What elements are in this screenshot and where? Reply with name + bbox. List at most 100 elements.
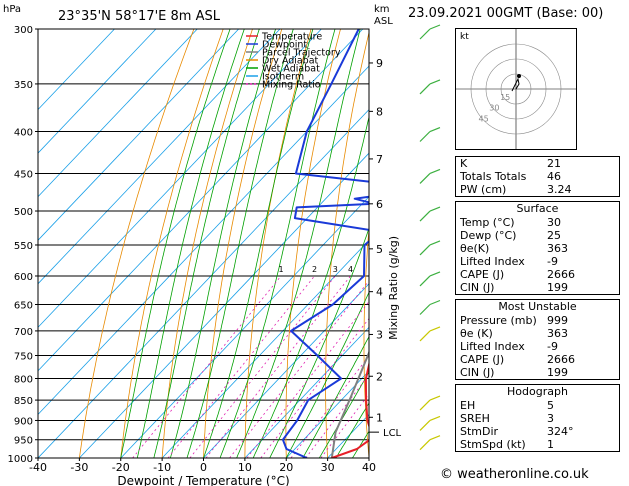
wind-barb [419, 83, 431, 95]
isotherm-line [38, 108, 369, 458]
wind-barb [419, 439, 431, 451]
surface-label: Temp (°C) [460, 216, 515, 229]
height-tick-label: 5 [376, 243, 383, 256]
mixing-ratio-line [189, 275, 336, 458]
k-index-label: K [460, 157, 468, 170]
hodograph-unit-label: kt [460, 32, 469, 42]
surface-value: 2666 [547, 268, 575, 281]
wet-adiabat-line [302, 335, 369, 458]
pw-label: PW (cm) [460, 183, 507, 196]
mixing-ratio-label: 20 [439, 265, 449, 274]
surface-label: Dewp (°C) [460, 229, 517, 242]
basic-indices-box: K 21 Totals Totals 46 PW (cm) 3.24 [455, 156, 620, 197]
mixing-ratio-label: 3 [333, 265, 338, 274]
isotherm-line [38, 29, 239, 241]
legend-label: Isotherm [262, 72, 304, 83]
height-tick-label: 2 [376, 370, 383, 383]
hodograph-index-label: EH [460, 399, 476, 412]
mixing-ratio-axis-label: Mixing Ratio (g/kg) [387, 236, 400, 340]
most-unstable-row: θe (K) 363 [456, 327, 619, 340]
isotherm-line [38, 29, 157, 154]
isotherm-line [203, 283, 369, 458]
pressure-tick-label: 400 [14, 128, 33, 139]
mixing-ratio-line [205, 275, 351, 458]
isotherm-line [38, 29, 281, 285]
most-unstable-value: 999 [547, 314, 568, 327]
wind-barb [419, 28, 431, 40]
surface-value: -9 [547, 255, 558, 268]
wet-adiabat-line [170, 29, 276, 458]
most-unstable-label: Pressure (mb) [460, 314, 537, 327]
most-unstable-label: Lifted Index [460, 340, 525, 353]
hodograph-index-row: StmSpd (kt) 1 [456, 438, 619, 451]
x-axis-label: Dewpoint / Temperature (°C) [117, 474, 289, 486]
surface-value: 363 [547, 242, 568, 255]
hodograph-index-value: 3 [547, 412, 554, 425]
surface-label: CAPE (J) [460, 268, 505, 281]
temperature-tick-label: 10 [238, 461, 252, 474]
hodograph-trace [511, 77, 520, 92]
hodograph-ring-label: 45 [479, 114, 489, 123]
most-unstable-value: 363 [547, 327, 568, 340]
surface-row: Dewp (°C) 25 [456, 229, 619, 242]
wet-adiabat-line [285, 291, 369, 458]
mixing-ratio-label: 1 [278, 265, 283, 274]
mixing-ratio-label: 16 [425, 265, 435, 274]
surface-row: Lifted Index -9 [456, 255, 619, 268]
pressure-tick-label: 800 [14, 374, 33, 385]
height-tick-label: 9 [376, 57, 383, 70]
wet-adiabat-line [203, 29, 314, 458]
dewpoint-line [281, 29, 369, 458]
temperature-tick-label: -30 [70, 461, 88, 474]
height-tick-label: 8 [376, 105, 383, 118]
indices-panel: K 21 Totals Totals 46 PW (cm) 3.24 Surfa… [455, 156, 620, 456]
wind-barb [419, 420, 431, 431]
surface-row: CIN (J) 199 [456, 281, 619, 294]
surface-title: Surface [516, 202, 559, 215]
pressure-tick-label: 650 [14, 301, 33, 312]
isotherm-line [38, 29, 198, 198]
wet-adiabat-line [120, 29, 231, 458]
hodograph-ring-label: 30 [489, 104, 499, 113]
hodograph-index-value: 1 [547, 438, 554, 451]
height-tick-label: 1 [376, 411, 383, 424]
most-unstable-label: CAPE (J) [460, 353, 505, 366]
mixing-ratio-line [320, 393, 369, 458]
pressure-tick-label: 950 [14, 436, 33, 447]
mixing-ratio-label: 2 [312, 265, 317, 274]
mixing-ratio-line [132, 275, 282, 458]
hodograph-index-label: StmDir [460, 425, 499, 438]
wind-barb-flag [429, 299, 441, 306]
wind-barb [419, 275, 431, 287]
surface-label: θe(K) [460, 242, 490, 255]
isotherm-line [38, 29, 115, 111]
hodograph-title: Hodograph [507, 385, 568, 398]
hodograph-ring [470, 43, 562, 135]
surface-value: 25 [547, 229, 561, 242]
isotherm-line [244, 326, 369, 458]
hodograph-storm-motion [517, 74, 521, 78]
totals-totals-value: 46 [547, 170, 561, 183]
wind-barb [419, 330, 431, 342]
pressure-tick-label: 600 [14, 272, 33, 283]
hodograph-ring-label: 15 [500, 93, 510, 102]
k-index-value: 21 [547, 157, 561, 170]
pressure-tick-label: 450 [14, 169, 33, 180]
temperature-tick-label: 40 [362, 461, 376, 474]
km-label: km [374, 4, 390, 15]
hodograph-index-value: 5 [547, 399, 554, 412]
temperature-tick-label: 0 [200, 461, 207, 474]
legend-label: Temperature [261, 32, 322, 43]
legend-label: Dry Adiabat [262, 56, 319, 67]
dry-adiabat-line [120, 29, 224, 458]
pressure-tick-label: 1000 [8, 454, 33, 465]
wind-barb-flag [429, 168, 441, 175]
isotherm-line [38, 65, 369, 416]
height-tick-label: 4 [376, 286, 383, 299]
dry-adiabat-line [401, 29, 428, 458]
most-unstable-row: Pressure (mb) 999 [456, 314, 619, 327]
temperature-tick-label: -10 [153, 461, 171, 474]
temperature-tick-label: -40 [29, 461, 47, 474]
legend-label: Mixing Ratio [262, 80, 321, 91]
wind-barb [419, 244, 431, 256]
